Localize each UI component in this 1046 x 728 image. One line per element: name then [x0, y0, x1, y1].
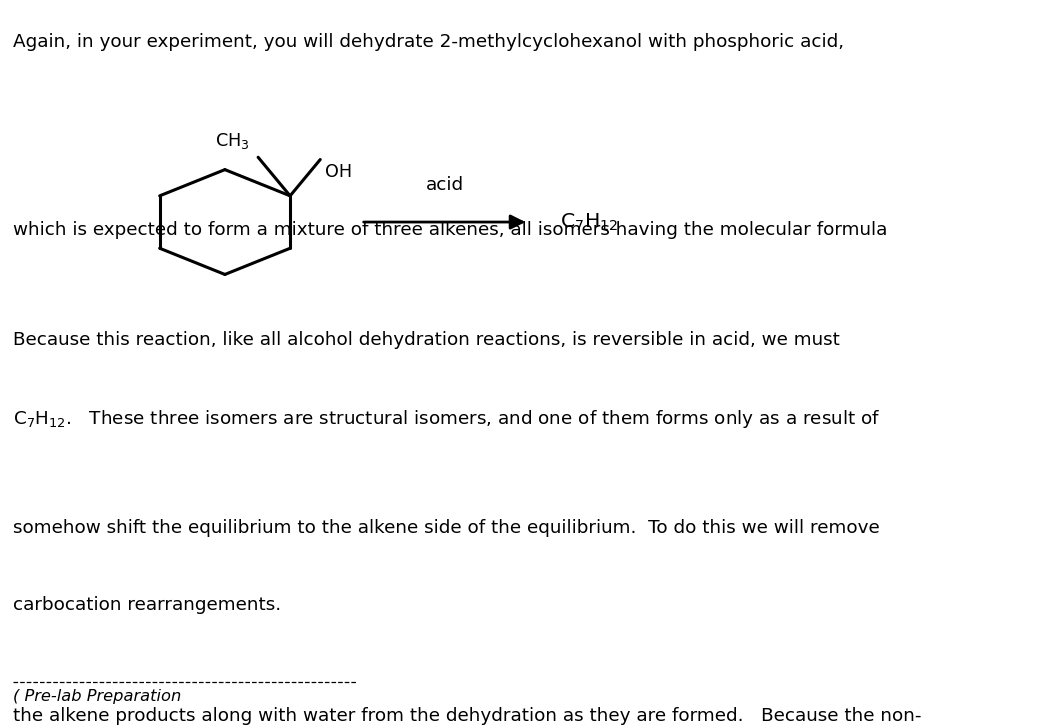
Text: which is expected to form a mixture of three alkenes, all isomers having the mol: which is expected to form a mixture of t…	[13, 221, 887, 239]
Text: Again, in your experiment, you will dehydrate 2-methylcyclohexanol with phosphor: Again, in your experiment, you will dehy…	[13, 33, 843, 51]
Text: CH$_3$: CH$_3$	[215, 132, 250, 151]
Text: OH: OH	[325, 163, 353, 181]
Text: C$_7$H$_{12}$.   These three isomers are structural isomers, and one of them for: C$_7$H$_{12}$. These three isomers are s…	[13, 408, 880, 430]
Text: ( Pre-lab Preparation: ( Pre-lab Preparation	[13, 689, 181, 705]
Text: C$_7$H$_{12}$: C$_7$H$_{12}$	[560, 211, 618, 233]
Text: acid: acid	[426, 176, 463, 194]
Text: the alkene products along with water from the dehydration as they are formed.   : the alkene products along with water fro…	[13, 707, 922, 725]
Text: somehow shift the equilibrium to the alkene side of the equilibrium.  To do this: somehow shift the equilibrium to the alk…	[13, 519, 880, 537]
Text: carbocation rearrangements.: carbocation rearrangements.	[13, 596, 280, 614]
Text: Because this reaction, like all alcohol dehydration reactions, is reversible in : Because this reaction, like all alcohol …	[13, 331, 840, 349]
